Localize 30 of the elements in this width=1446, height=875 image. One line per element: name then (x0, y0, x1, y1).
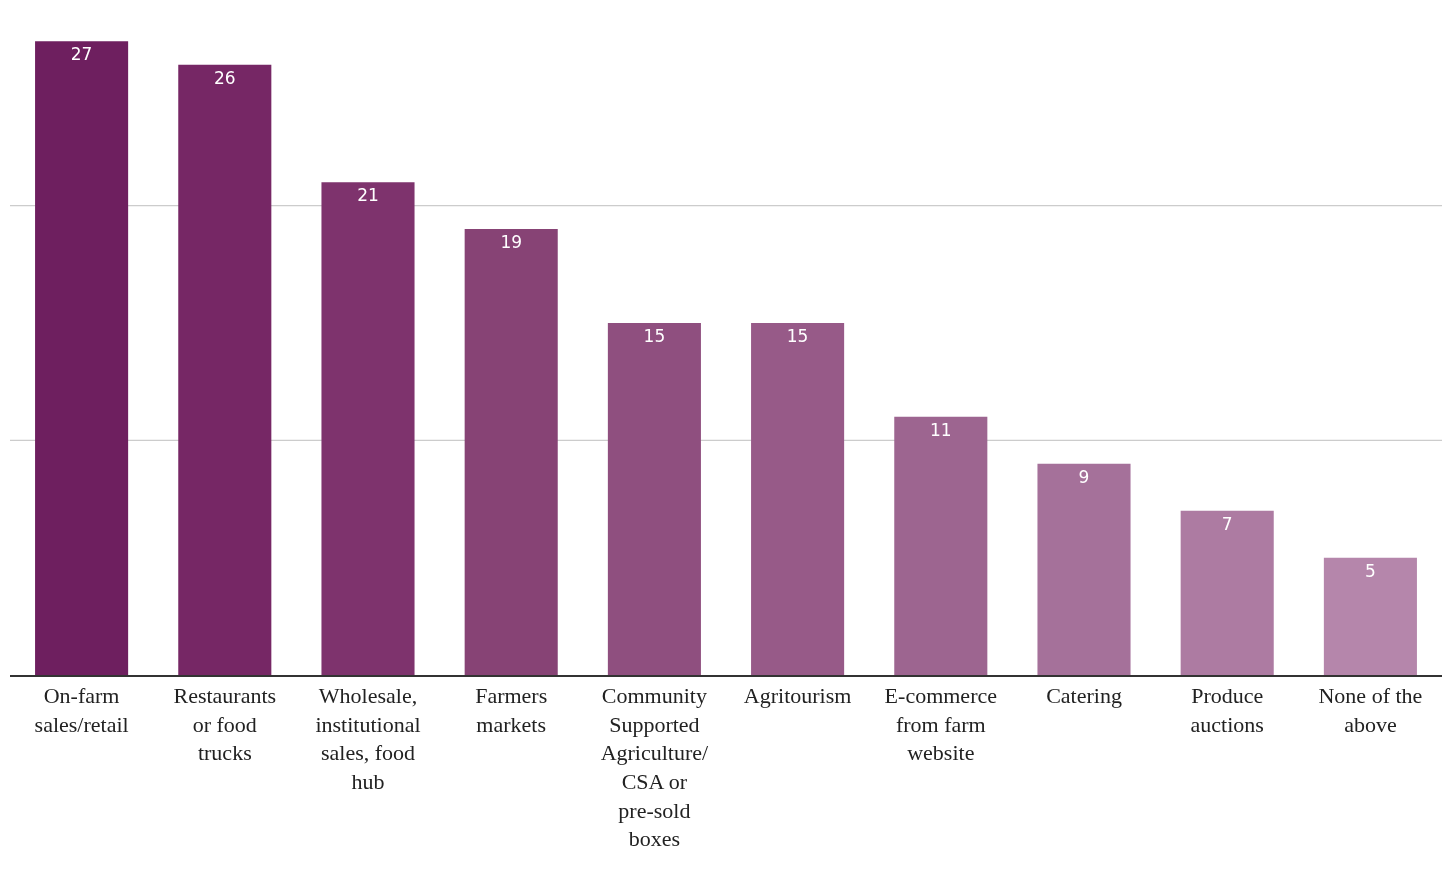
x-tick-label: Farmers markets (475, 683, 548, 737)
data-label: 26 (213, 67, 236, 88)
x-tick-label: On-farm sales/retail (34, 683, 129, 737)
bar (1037, 463, 1131, 675)
x-tick-label: Agritourism (743, 683, 852, 709)
x-tick-label: Produce auctions (1190, 683, 1264, 737)
x-tick-label: E-commerce from farm website (884, 683, 997, 766)
data-label: 21 (357, 185, 379, 206)
x-tick-label: Catering (1046, 683, 1122, 709)
data-label: 7 (1221, 513, 1233, 534)
bar (464, 229, 558, 675)
x-tick-label: Community Supported Agriculture/ CSA or pre-sold boxes (600, 683, 710, 852)
bar (321, 182, 415, 675)
data-label: 15 (643, 325, 666, 346)
x-tick-label: None of the above (1318, 683, 1423, 737)
data-label: 15 (786, 325, 809, 346)
bar (178, 64, 272, 675)
x-tick-label: Restaurants or food trucks (173, 683, 277, 766)
bar (1180, 510, 1274, 675)
data-label: 11 (929, 419, 952, 440)
bar (35, 41, 129, 675)
data-label: 27 (70, 44, 93, 65)
data-label: 9 (1078, 466, 1090, 487)
x-tick-label: Wholesale, institutional sales, food hub (315, 683, 421, 794)
data-label: 5 (1364, 560, 1376, 581)
bar (1323, 557, 1417, 675)
bar (751, 322, 845, 675)
data-label: 19 (500, 232, 523, 253)
bar (607, 322, 701, 675)
bar (894, 416, 988, 675)
